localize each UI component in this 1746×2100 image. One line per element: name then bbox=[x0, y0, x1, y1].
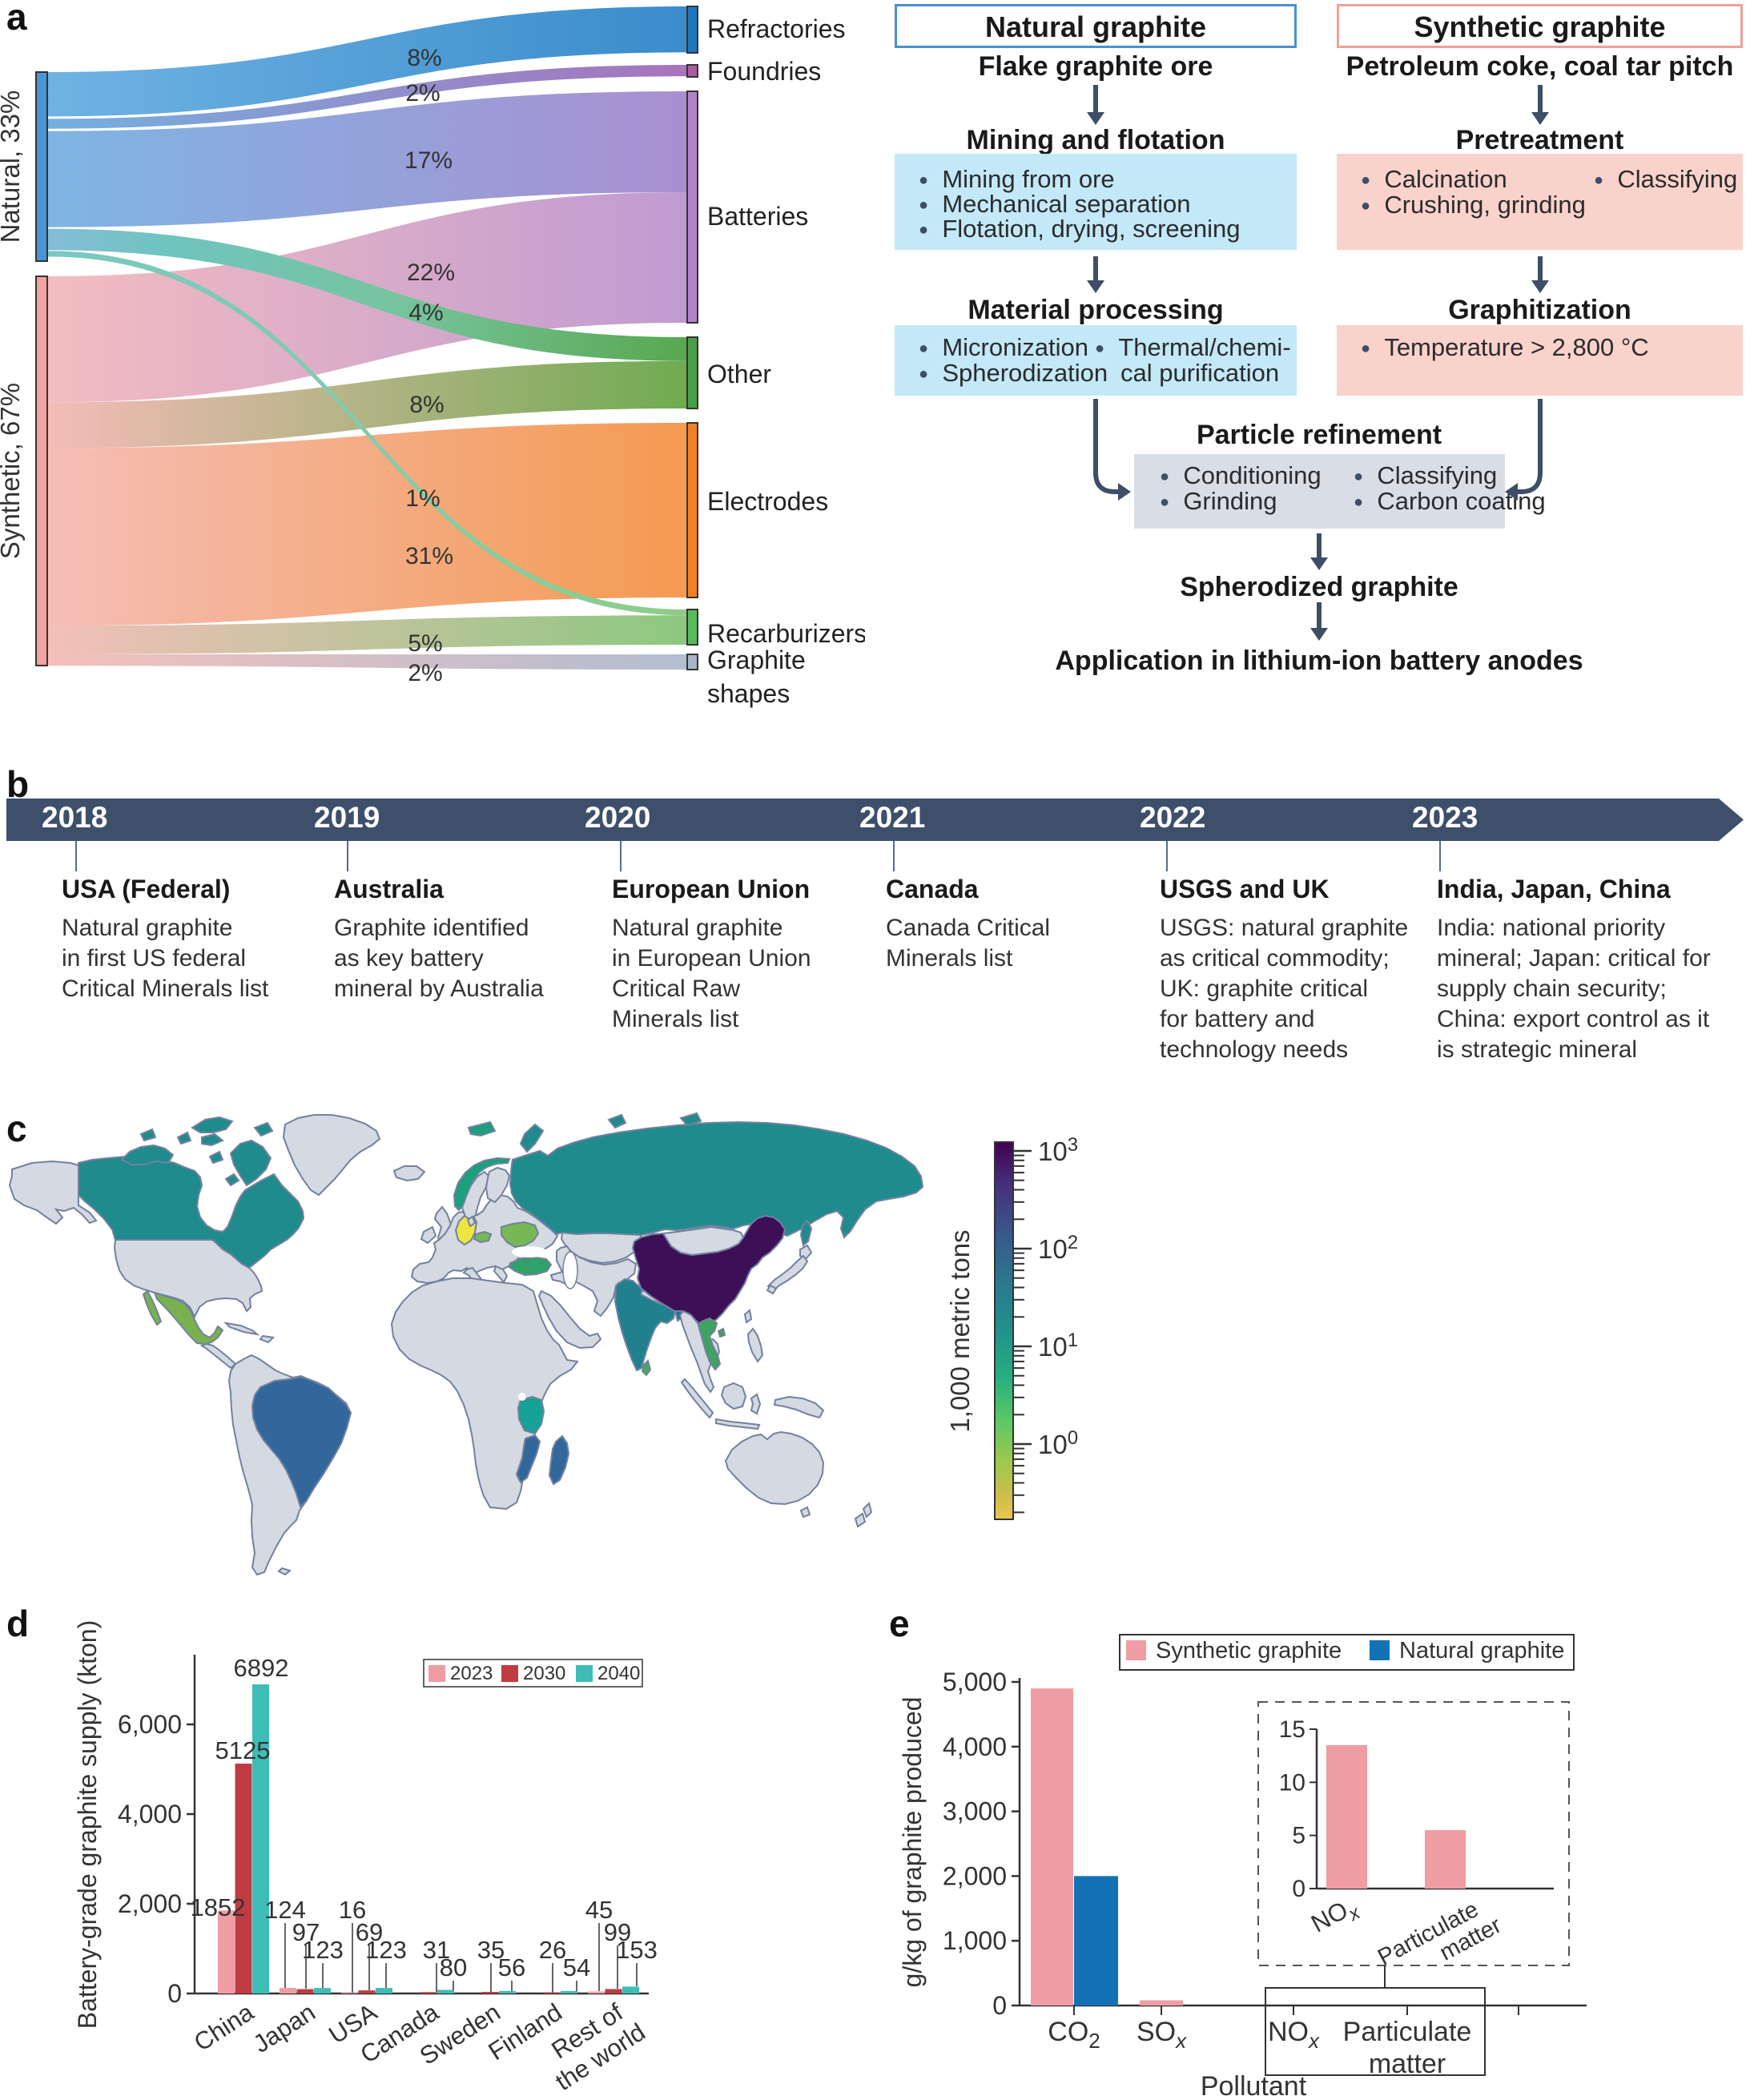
svg-text:153: 153 bbox=[616, 1936, 658, 1964]
svg-text:Batteries: Batteries bbox=[707, 202, 808, 231]
svg-text:56: 56 bbox=[498, 1953, 525, 1981]
svg-text:69: 69 bbox=[356, 1918, 383, 1946]
svg-text:2,000: 2,000 bbox=[118, 1889, 182, 1918]
svg-text:5,000: 5,000 bbox=[943, 1668, 1007, 1696]
svg-text:1852: 1852 bbox=[191, 1893, 246, 1921]
svg-text:g/kg of graphite produced: g/kg of graphite produced bbox=[898, 1697, 927, 1988]
svg-text:4%: 4% bbox=[408, 300, 443, 326]
svg-text:5: 5 bbox=[1292, 1823, 1305, 1849]
svg-text:Natural graphite: Natural graphite bbox=[1399, 1638, 1564, 1664]
svg-text:3,000: 3,000 bbox=[943, 1797, 1007, 1826]
svg-text:NOx: NOx bbox=[1268, 2017, 1320, 2053]
svg-text:2040: 2040 bbox=[597, 1663, 640, 1684]
svg-text:80: 80 bbox=[440, 1953, 467, 1981]
svg-text:4,000: 4,000 bbox=[118, 1800, 182, 1828]
svg-text:Recarburizers: Recarburizers bbox=[707, 619, 865, 648]
svg-text:2023: 2023 bbox=[450, 1663, 493, 1684]
svg-text:Synthetic, 67%: Synthetic, 67% bbox=[0, 383, 25, 559]
svg-text:100: 100 bbox=[1038, 1427, 1078, 1459]
svg-text:2030: 2030 bbox=[523, 1663, 565, 1684]
svg-text:99: 99 bbox=[604, 1918, 631, 1946]
svg-text:54: 54 bbox=[563, 1953, 590, 1981]
svg-text:6892: 6892 bbox=[234, 1654, 289, 1682]
svg-text:124: 124 bbox=[264, 1896, 306, 1924]
svg-text:123: 123 bbox=[302, 1936, 344, 1964]
svg-text:22%: 22% bbox=[407, 259, 455, 286]
svg-text:CO2: CO2 bbox=[1048, 2017, 1100, 2053]
svg-text:Particulatematter: Particulatematter bbox=[1343, 2017, 1472, 2079]
svg-text:103: 103 bbox=[1038, 1134, 1078, 1166]
svg-text:97: 97 bbox=[292, 1918, 320, 1946]
svg-text:2%: 2% bbox=[408, 660, 442, 686]
svg-text:Electrodes: Electrodes bbox=[707, 487, 828, 516]
svg-text:0: 0 bbox=[992, 1991, 1007, 2020]
svg-text:1,000 metric tons: 1,000 metric tons bbox=[945, 1229, 975, 1432]
svg-text:Other: Other bbox=[707, 360, 771, 388]
svg-text:16: 16 bbox=[339, 1896, 366, 1924]
svg-text:35: 35 bbox=[477, 1936, 505, 1964]
svg-text:1,000: 1,000 bbox=[943, 1926, 1007, 1955]
svg-text:6,000: 6,000 bbox=[118, 1710, 182, 1739]
svg-text:17%: 17% bbox=[404, 147, 453, 174]
svg-text:10: 10 bbox=[1279, 1769, 1305, 1796]
svg-text:0: 0 bbox=[167, 1979, 182, 2008]
svg-text:5%: 5% bbox=[408, 630, 442, 657]
svg-text:2,000: 2,000 bbox=[943, 1861, 1007, 1890]
svg-text:123: 123 bbox=[365, 1936, 407, 1964]
svg-text:Refractories: Refractories bbox=[707, 14, 846, 43]
svg-text:45: 45 bbox=[585, 1896, 613, 1924]
svg-text:5125: 5125 bbox=[215, 1736, 271, 1764]
svg-text:8%: 8% bbox=[409, 392, 444, 418]
svg-text:Natural, 33%: Natural, 33% bbox=[0, 91, 25, 243]
svg-text:1%: 1% bbox=[405, 485, 440, 512]
svg-text:China: China bbox=[189, 1997, 259, 2057]
svg-text:Particulatematter: Particulatematter bbox=[1374, 1890, 1506, 1993]
svg-text:2%: 2% bbox=[405, 80, 440, 107]
svg-text:0: 0 bbox=[1292, 1876, 1305, 1902]
svg-text:shapes: shapes bbox=[707, 679, 790, 708]
svg-text:Battery-grade graphite supply: Battery-grade graphite supply (kton) bbox=[73, 1620, 102, 2029]
svg-text:NOx: NOx bbox=[1306, 1891, 1364, 1943]
svg-text:4,000: 4,000 bbox=[943, 1732, 1007, 1761]
svg-text:102: 102 bbox=[1038, 1232, 1078, 1264]
svg-text:31: 31 bbox=[423, 1936, 450, 1964]
svg-text:101: 101 bbox=[1038, 1330, 1078, 1362]
svg-text:Graphite: Graphite bbox=[707, 646, 806, 674]
svg-text:26: 26 bbox=[539, 1936, 566, 1964]
svg-text:Foundries: Foundries bbox=[707, 57, 821, 86]
svg-text:Japan: Japan bbox=[248, 1998, 320, 2058]
svg-text:8%: 8% bbox=[407, 45, 441, 71]
svg-text:SOx: SOx bbox=[1137, 2017, 1187, 2053]
svg-text:31%: 31% bbox=[405, 543, 453, 569]
svg-text:15: 15 bbox=[1279, 1716, 1305, 1743]
svg-text:Synthetic graphite: Synthetic graphite bbox=[1156, 1638, 1342, 1664]
